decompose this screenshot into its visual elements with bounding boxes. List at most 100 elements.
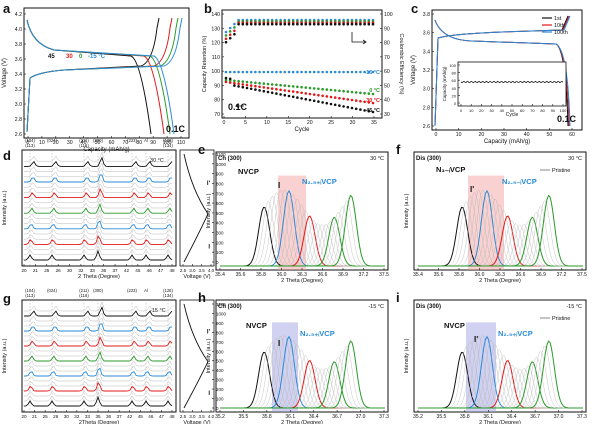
tick-label-x: 60 xyxy=(569,132,575,138)
retention-point xyxy=(241,80,245,83)
retention-point xyxy=(262,89,266,93)
tick-label-x: 36.1 xyxy=(285,414,295,420)
phase-label: I' xyxy=(470,185,474,194)
tick-label-x: 35.8 xyxy=(262,414,272,420)
retention-point xyxy=(371,101,375,105)
xrd-pattern xyxy=(23,249,173,261)
phase-label: I xyxy=(278,181,280,190)
y-axis-label: Voltage (V) xyxy=(411,55,417,85)
retention-point xyxy=(275,70,278,74)
retention-point xyxy=(241,85,245,89)
tick-label-x: 35.5 xyxy=(437,414,447,420)
peak-index-label: (223) xyxy=(127,288,137,293)
retention-point xyxy=(300,97,303,100)
inset-x-label: Cycle xyxy=(506,112,519,118)
tick-label-y: 3.2 xyxy=(423,68,430,74)
tick-label-y: 200 xyxy=(216,240,224,245)
retention-point xyxy=(266,86,270,90)
xrd-pattern xyxy=(23,235,173,245)
panel-tag: Dis (300) xyxy=(416,156,441,162)
charge-curve xyxy=(26,17,179,133)
retention-point xyxy=(350,106,354,110)
efficiency-point xyxy=(258,22,261,26)
legend-label: Pristine xyxy=(552,316,570,322)
y-axis-label: Voltage (V) xyxy=(2,58,8,88)
tick-label-x: 20 xyxy=(21,268,27,273)
charge-curve xyxy=(26,17,160,133)
retention-point xyxy=(296,85,299,89)
efficiency-point xyxy=(296,22,299,26)
diffraction-peak xyxy=(220,335,385,409)
efficiency-point xyxy=(354,22,358,26)
phase-label: N₂.₅₊ᵢVCP xyxy=(498,329,533,338)
peak-index-label: (134) xyxy=(163,293,173,298)
xrd-pattern xyxy=(23,377,173,387)
legend-label: Pristine xyxy=(552,168,570,174)
tick-label-y: 80 xyxy=(384,41,390,47)
diffraction-peak xyxy=(418,337,583,409)
diffraction-peak xyxy=(418,335,583,409)
efficiency-point xyxy=(233,29,236,33)
tick-label-y: 300 xyxy=(216,378,224,383)
retention-point xyxy=(254,84,257,88)
retention-point xyxy=(254,70,257,74)
tick-label-x: 33 xyxy=(85,414,91,419)
tick-label-y: 50 xyxy=(384,83,390,89)
diffraction-peak xyxy=(418,335,583,409)
tick-label-y: 500 xyxy=(216,359,224,364)
tick-label-y: 2.8 xyxy=(15,117,22,123)
xrd-pattern xyxy=(23,381,173,392)
panel-i-frame xyxy=(413,299,587,413)
retention-point xyxy=(359,91,362,95)
phase-label: NVCP xyxy=(246,321,267,330)
retention-point xyxy=(346,90,350,93)
retention-point xyxy=(287,84,291,88)
tick-label-x: 48 xyxy=(169,268,175,273)
discharge-curve xyxy=(26,19,152,135)
retention-point xyxy=(300,91,303,95)
tick-label-x: 36.0 xyxy=(475,272,485,278)
tick-label-y: 40 xyxy=(452,86,457,91)
tick-label-y: 100 xyxy=(449,63,456,68)
tick-label-x: 37.5 xyxy=(379,272,389,278)
region-marker: I' xyxy=(207,181,211,187)
retention-point xyxy=(241,83,245,86)
tick-label-x: 35 xyxy=(371,120,377,126)
retention-point xyxy=(338,96,341,100)
retention-point xyxy=(342,70,345,74)
retention-point xyxy=(237,79,240,83)
xrd-pattern xyxy=(24,179,173,188)
xrd-pattern xyxy=(23,391,173,402)
diffraction-peak xyxy=(220,351,385,409)
tick-label-x: 45 xyxy=(135,268,141,273)
retention-point xyxy=(325,95,329,98)
tick-label-y: 70 xyxy=(214,112,220,118)
panel-g-frame xyxy=(21,299,177,413)
tick-label-y: 1000 xyxy=(216,311,227,316)
efficiency-point xyxy=(233,22,236,26)
tick-label-x: 42 xyxy=(127,414,133,419)
retention-point xyxy=(359,108,362,111)
retention-point xyxy=(224,76,228,80)
peak-index-label: (024) xyxy=(47,288,57,293)
efficiency-point xyxy=(224,37,228,41)
retention-point xyxy=(354,91,358,94)
retention-point xyxy=(321,87,324,91)
retention-point xyxy=(228,70,232,74)
tick-label-x: 10 xyxy=(469,108,474,113)
tick-label-x: 36.7 xyxy=(530,414,540,420)
efficiency-point xyxy=(283,22,287,26)
tick-label-x: 45 xyxy=(138,414,144,419)
retention-point xyxy=(304,86,308,89)
voltage-curve xyxy=(183,303,209,409)
diffraction-peak xyxy=(418,351,583,409)
retention-point xyxy=(258,81,261,85)
retention-point xyxy=(224,80,228,84)
voltage-axis-label: Voltage (V) xyxy=(183,274,210,280)
tick-label-x: 40 xyxy=(81,140,87,146)
xrd-pattern xyxy=(23,240,173,250)
efficiency-point xyxy=(245,22,249,26)
retention-point xyxy=(249,87,253,91)
retention-point xyxy=(262,86,266,89)
